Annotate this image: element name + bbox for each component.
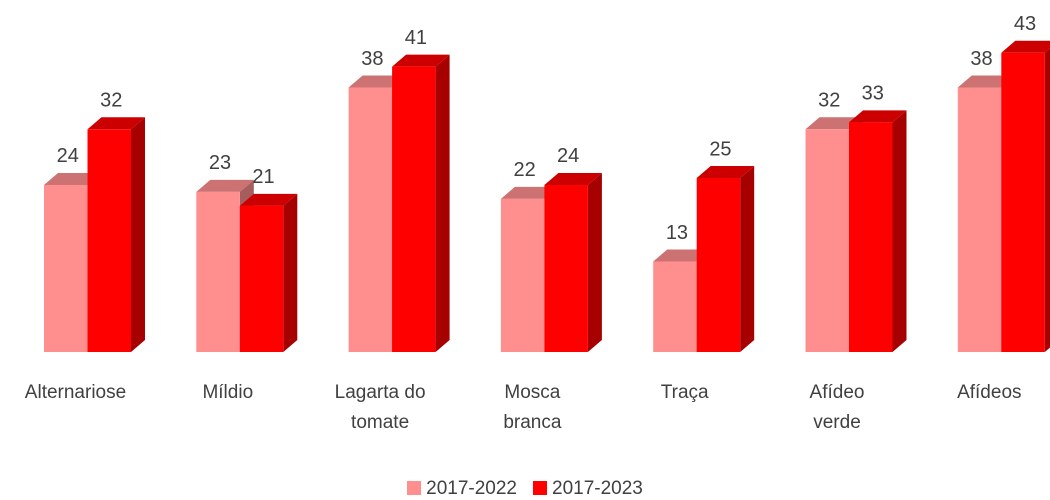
bar-front bbox=[1001, 52, 1045, 352]
bar-top bbox=[500, 186, 559, 199]
x-tick-label: Afídeo verde bbox=[809, 382, 865, 433]
bar-top bbox=[87, 117, 145, 130]
chart: 24 32 23 21 38 41 22 24 13 25 32 33 38 43 bbox=[44, 13, 1050, 353]
value-label: 41 bbox=[405, 27, 427, 49]
legend-item: 2017-2023 bbox=[533, 478, 643, 500]
bar-top bbox=[957, 75, 1016, 88]
value-label: 21 bbox=[252, 166, 274, 188]
bar-front bbox=[849, 122, 893, 352]
legend-swatch bbox=[407, 481, 422, 495]
bar-side bbox=[587, 172, 602, 352]
bar bbox=[239, 193, 298, 352]
bar-top bbox=[348, 75, 407, 88]
legend-label: 2017-2022 bbox=[426, 478, 517, 499]
bar-side bbox=[283, 193, 298, 352]
value-label: 38 bbox=[361, 48, 383, 70]
x-tick-label: Míldio bbox=[202, 382, 254, 403]
value-label: 38 bbox=[970, 48, 992, 70]
value-label: 25 bbox=[709, 138, 731, 160]
legend: 2017-2022 2017-2023 bbox=[0, 478, 1050, 500]
bar-top bbox=[544, 172, 602, 185]
legend-swatch bbox=[533, 481, 547, 495]
x-tick-label: Lagarta do tomate bbox=[334, 382, 426, 433]
bar-front bbox=[696, 178, 741, 352]
bar-side bbox=[740, 166, 755, 352]
value-label: 13 bbox=[666, 222, 688, 244]
value-label: 23 bbox=[209, 152, 231, 174]
value-label: 24 bbox=[57, 145, 79, 167]
bar-top bbox=[805, 117, 863, 130]
bar-front bbox=[239, 205, 284, 352]
bar-front bbox=[500, 198, 545, 352]
bar-front bbox=[805, 129, 849, 352]
bar-front bbox=[196, 191, 240, 352]
x-tick-label: Afídeos bbox=[957, 382, 1022, 403]
bar bbox=[1001, 40, 1050, 352]
legend-label: 2017-2023 bbox=[552, 478, 643, 499]
bar-front bbox=[392, 66, 436, 352]
value-label: 33 bbox=[862, 83, 884, 105]
bar bbox=[544, 172, 602, 352]
bar-front bbox=[348, 87, 393, 353]
bar-top bbox=[653, 249, 711, 262]
bar-front bbox=[44, 184, 88, 352]
bar-front bbox=[87, 129, 131, 352]
bar bbox=[849, 110, 907, 352]
value-label: 32 bbox=[100, 90, 122, 112]
bar bbox=[696, 166, 755, 352]
bar-side bbox=[1044, 48, 1050, 352]
bar bbox=[87, 117, 145, 352]
bar-top bbox=[1001, 40, 1050, 53]
value-label: 32 bbox=[818, 90, 840, 112]
bar-front bbox=[957, 87, 1002, 353]
value-label: 22 bbox=[514, 159, 536, 181]
value-label: 24 bbox=[557, 145, 579, 167]
bar-top bbox=[44, 172, 102, 185]
x-tick-label: Traça bbox=[660, 382, 709, 403]
bar-top bbox=[849, 110, 907, 123]
bar-side bbox=[131, 117, 145, 352]
bar-side bbox=[435, 54, 450, 352]
x-tick-label: Mosca branca bbox=[503, 382, 562, 433]
bar-top bbox=[239, 193, 298, 206]
bar-top bbox=[392, 54, 450, 67]
x-tick-label: Alternariose bbox=[24, 382, 127, 403]
bar bbox=[392, 54, 450, 352]
bar-side bbox=[892, 110, 907, 352]
bar-front bbox=[544, 184, 588, 352]
value-label: 43 bbox=[1014, 13, 1036, 35]
bar-top bbox=[196, 179, 254, 192]
bar-front bbox=[653, 261, 697, 352]
bar-top bbox=[696, 166, 755, 178]
legend-item: 2017-2022 bbox=[407, 478, 517, 500]
